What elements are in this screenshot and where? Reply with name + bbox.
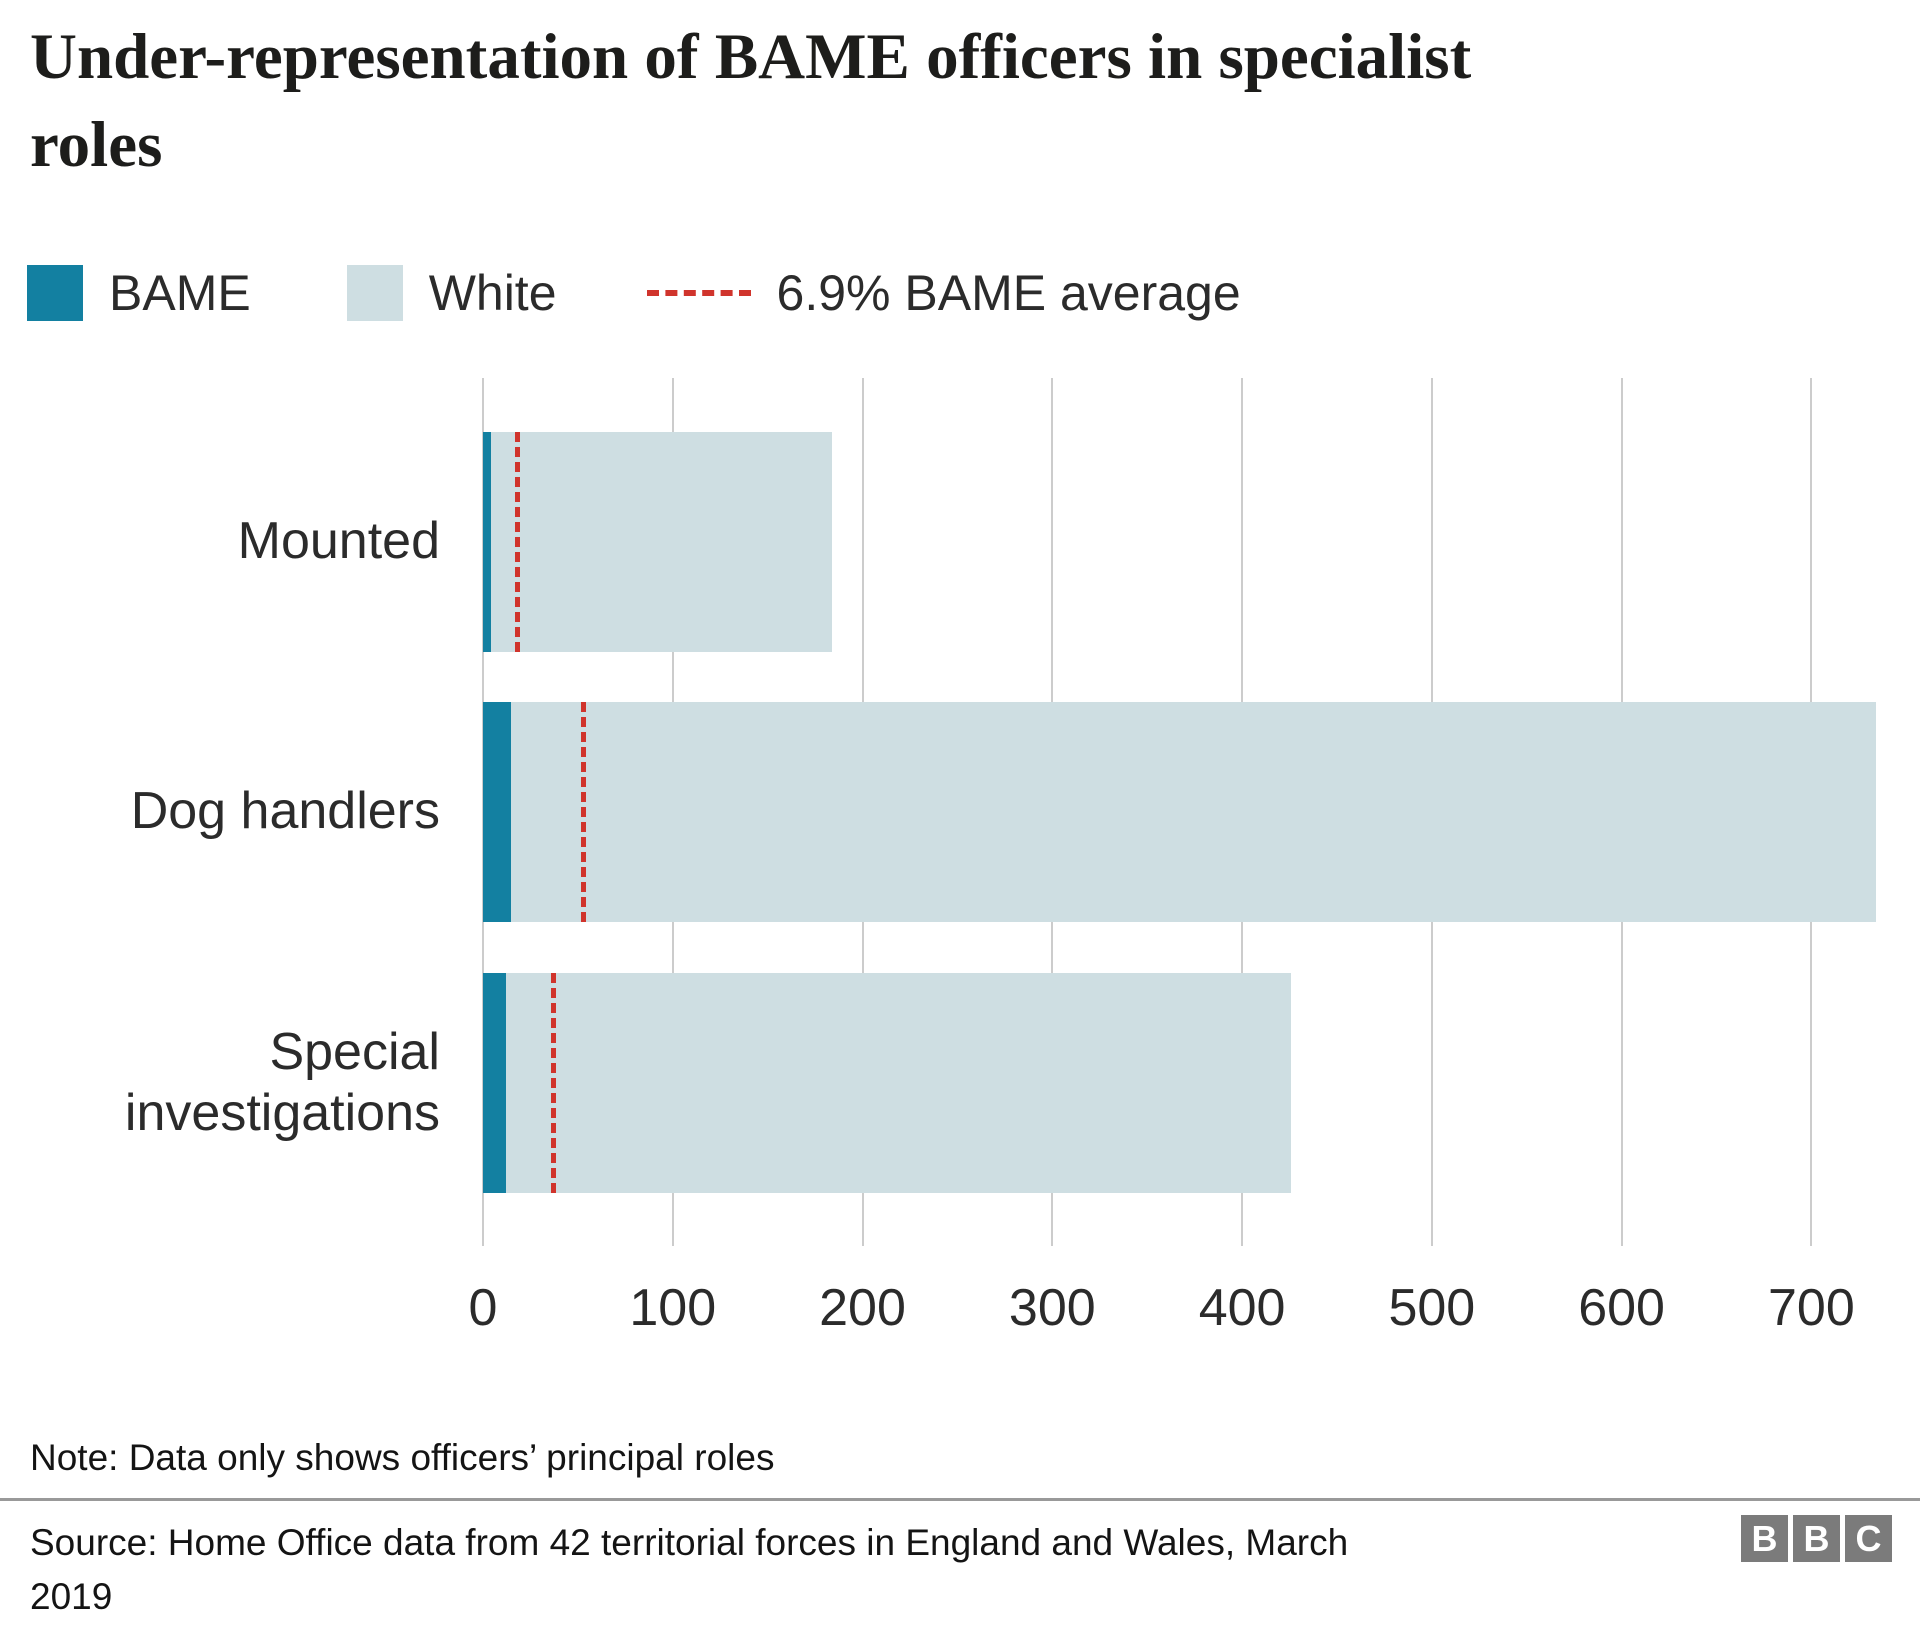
chart-note: Note: Data only shows officers’ principa… xyxy=(30,1437,775,1478)
x-tick-label: 0 xyxy=(468,1279,498,1337)
legend-item-average: 6.9% BAME average xyxy=(646,264,1241,322)
chart-title: Under-representation of BAME officers in… xyxy=(30,21,1472,181)
legend-item-white: White xyxy=(346,264,557,322)
average-line xyxy=(581,702,587,922)
logo-letter-block: B xyxy=(1793,1515,1840,1562)
legend: BAME White 6.9% BAME average xyxy=(27,264,1241,322)
legend-label-bame: BAME xyxy=(109,265,251,321)
legend-item-bame: BAME xyxy=(27,264,251,322)
white-swatch-icon xyxy=(346,265,403,321)
bar-segment-white xyxy=(505,973,1292,1193)
x-tick-label: 200 xyxy=(819,1279,906,1337)
logo-letter-block: B xyxy=(1741,1515,1788,1562)
logo-letter-block: C xyxy=(1845,1515,1892,1562)
bar-segment-white xyxy=(511,702,1876,922)
bar-segment-white xyxy=(490,432,833,652)
bar-row xyxy=(483,702,1876,922)
x-tick-label: 400 xyxy=(1198,1279,1286,1337)
x-tick-label: 700 xyxy=(1767,1279,1855,1337)
x-tick-label: 600 xyxy=(1578,1279,1665,1337)
legend-label-white: White xyxy=(428,265,557,321)
x-tick-label: 300 xyxy=(1008,1279,1096,1337)
category-label: Dog handlers xyxy=(130,782,440,841)
bar-segment-bame xyxy=(483,973,506,1193)
average-line xyxy=(514,432,520,652)
bar-row xyxy=(483,432,833,652)
bame-swatch-icon xyxy=(27,265,83,321)
source-text: Source: Home Office data from 42 territo… xyxy=(30,1522,1349,1617)
category-label: Mounted xyxy=(237,512,440,571)
dashed-line-icon xyxy=(646,290,751,296)
x-tick-label: 100 xyxy=(629,1279,717,1337)
category-label: Special investigations xyxy=(124,1022,440,1142)
bar-segment-bame xyxy=(483,702,512,922)
bar-row xyxy=(483,973,1292,1193)
x-tick-label: 500 xyxy=(1388,1279,1476,1337)
bar-segment-bame xyxy=(483,432,491,652)
legend-label-average: 6.9% BAME average xyxy=(776,265,1241,321)
average-line xyxy=(550,973,556,1193)
footer-divider xyxy=(0,1498,1920,1501)
